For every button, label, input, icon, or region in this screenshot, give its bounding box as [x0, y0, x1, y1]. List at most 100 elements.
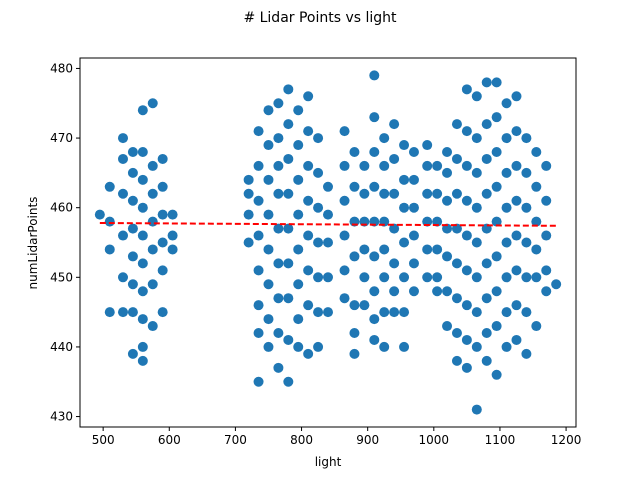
data-point: [531, 244, 542, 255]
data-point: [313, 237, 324, 248]
data-point: [243, 209, 254, 220]
data-point: [491, 112, 502, 123]
data-point: [263, 314, 274, 325]
data-point: [541, 286, 552, 297]
data-point: [379, 307, 390, 318]
data-point: [389, 188, 400, 199]
data-point: [263, 341, 274, 352]
data-point: [531, 181, 542, 192]
data-point: [359, 300, 370, 311]
data-point: [422, 244, 433, 255]
data-point: [303, 160, 314, 171]
data-point: [253, 195, 264, 206]
data-point: [491, 216, 502, 227]
data-point: [253, 126, 264, 137]
data-point: [501, 307, 512, 318]
data-point: [127, 167, 138, 178]
data-point: [303, 126, 314, 137]
data-point: [303, 348, 314, 359]
data-point: [303, 230, 314, 241]
data-point: [389, 258, 400, 269]
data-point: [117, 230, 128, 241]
data-point: [323, 272, 333, 283]
data-point: [243, 188, 254, 199]
data-point: [451, 355, 462, 366]
data-point: [137, 230, 148, 241]
data-point: [359, 160, 370, 171]
data-point: [323, 237, 333, 248]
data-point: [283, 188, 294, 199]
data-point: [283, 84, 294, 95]
data-point: [451, 328, 462, 339]
data-point: [491, 321, 502, 332]
data-point: [451, 119, 462, 130]
data-point: [511, 91, 522, 102]
data-point: [379, 272, 390, 283]
data-point: [491, 286, 502, 297]
data-point: [303, 300, 314, 311]
data-point: [283, 334, 294, 345]
data-point: [408, 202, 419, 213]
data-point: [379, 133, 390, 144]
data-point: [273, 223, 284, 234]
data-point: [471, 307, 482, 318]
data-point: [531, 146, 542, 157]
data-point: [303, 91, 314, 102]
data-point: [501, 237, 512, 248]
data-point: [127, 348, 138, 359]
data-point: [501, 167, 512, 178]
data-point: [389, 286, 400, 297]
data-point: [359, 244, 370, 255]
data-point: [471, 133, 482, 144]
data-point: [432, 286, 443, 297]
x-tick-label: 800: [290, 433, 313, 447]
data-point: [471, 91, 482, 102]
data-point: [491, 369, 502, 380]
data-point: [273, 293, 284, 304]
data-point: [399, 341, 410, 352]
data-point: [313, 167, 324, 178]
data-point: [359, 272, 370, 283]
data-point: [243, 237, 254, 248]
data-point: [127, 146, 138, 157]
data-point: [481, 293, 492, 304]
points-layer: [94, 70, 562, 415]
data-point: [461, 230, 472, 241]
data-point: [147, 216, 158, 227]
data-point: [432, 188, 443, 199]
trend-layer: [99, 222, 557, 227]
data-point: [369, 181, 380, 192]
data-point: [408, 286, 419, 297]
data-point: [253, 265, 264, 276]
data-point: [339, 195, 350, 206]
data-point: [369, 146, 380, 157]
data-point: [273, 160, 284, 171]
data-point: [389, 119, 400, 130]
data-point: [501, 133, 512, 144]
data-point: [137, 146, 148, 157]
data-point: [432, 244, 443, 255]
data-point: [451, 188, 462, 199]
data-point: [531, 272, 542, 283]
data-point: [127, 195, 138, 206]
data-point: [379, 188, 390, 199]
data-point: [147, 244, 158, 255]
x-tick-label: 1000: [419, 433, 450, 447]
data-point: [379, 160, 390, 171]
data-point: [422, 160, 433, 171]
data-point: [293, 279, 304, 290]
data-point: [471, 167, 482, 178]
data-point: [511, 334, 522, 345]
data-point: [253, 376, 264, 387]
data-point: [521, 272, 532, 283]
data-point: [531, 216, 542, 227]
data-point: [349, 181, 360, 192]
data-point: [157, 153, 168, 164]
x-tick-label: 900: [356, 433, 379, 447]
data-point: [157, 307, 168, 318]
data-point: [399, 174, 410, 185]
data-point: [273, 328, 284, 339]
data-point: [442, 251, 453, 262]
data-point: [273, 258, 284, 269]
data-point: [369, 251, 380, 262]
